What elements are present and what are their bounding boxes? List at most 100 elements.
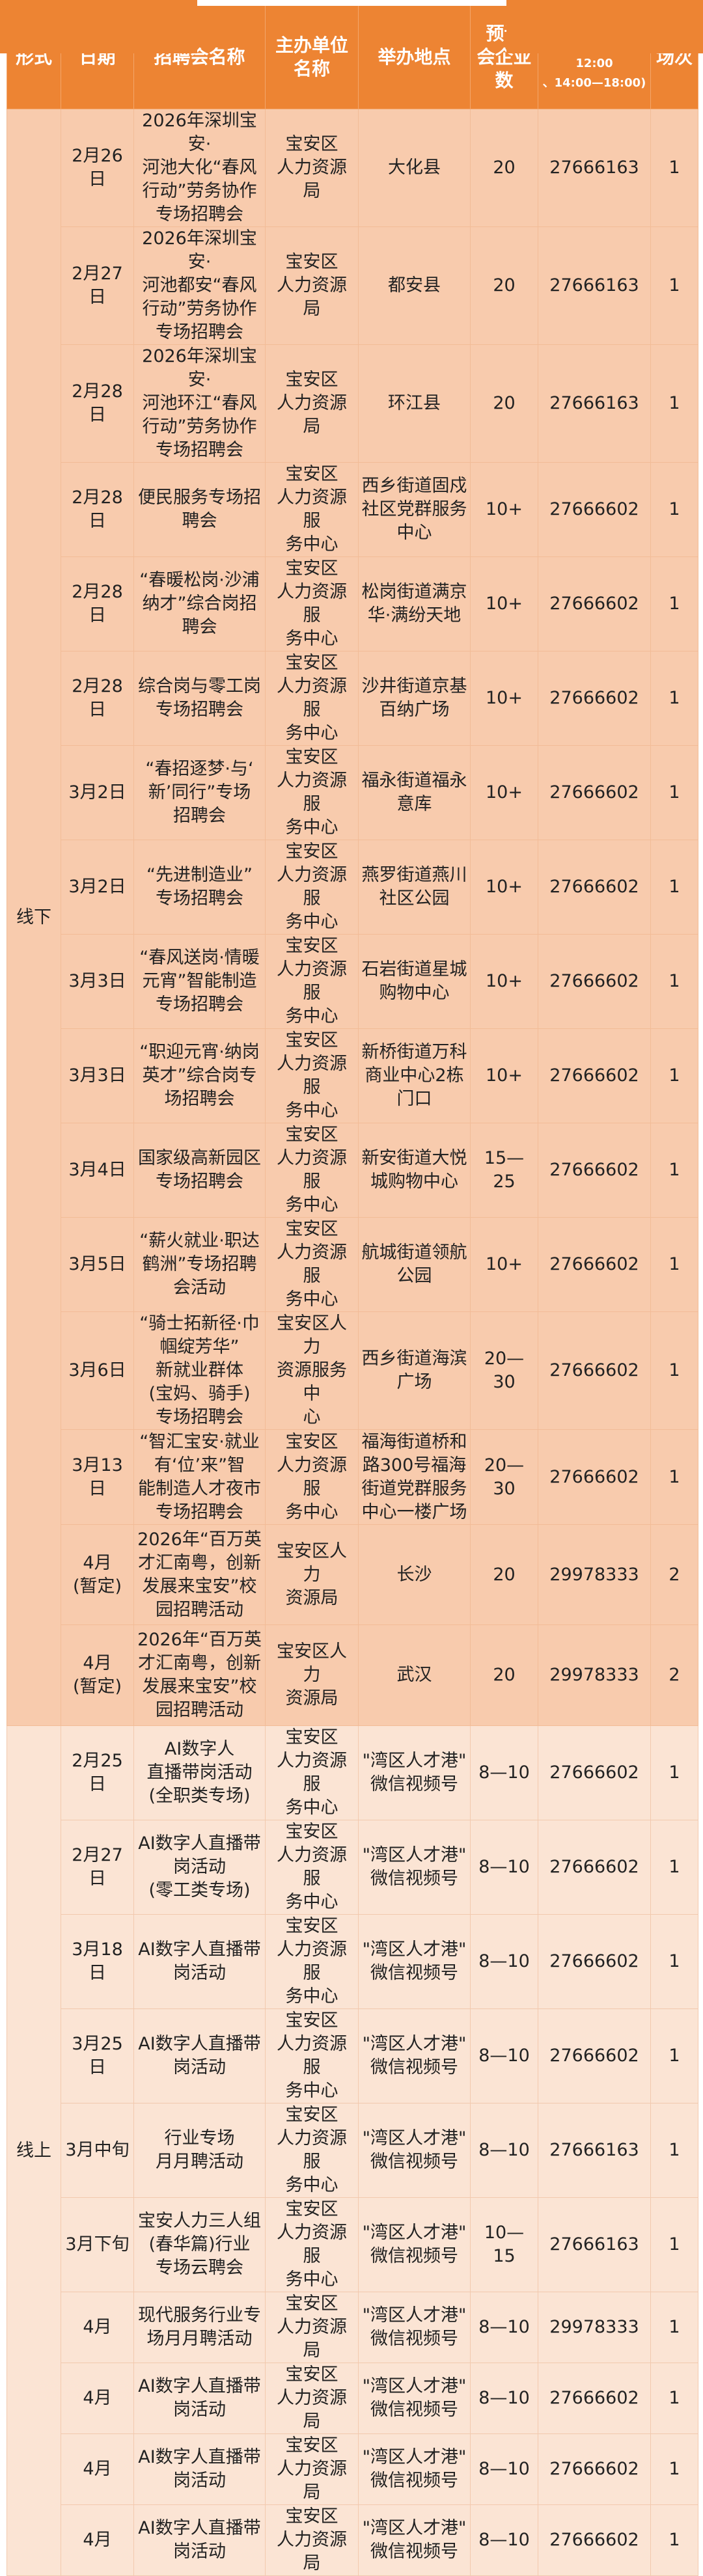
cell-venue: "湾区人才港" 微信视频号 — [358, 1725, 471, 1820]
table-row: 3月中旬 行业专场 月月聘活动 宝安区 人力资源服 务中心 "湾区人才港" 微信视频号… — [7, 2103, 698, 2198]
cell-organizer: 宝安区 人力资源服 务中心 — [265, 1123, 359, 1218]
table-row: 4月 现代服务行业专 场月月聘活动 宝安区 人力资源局 "湾区人才港" 微信视频号 8—… — [7, 2292, 698, 2363]
cell-companies: 8—10 — [470, 1725, 538, 1820]
cell-organizer: 宝安区 人力资源服 务中心 — [265, 1429, 359, 1525]
cell-venue: "湾区人才港" 微信视频号 — [358, 2363, 471, 2434]
cell-companies: 10+ — [470, 745, 538, 840]
cell-name: AI数字人直播带 岗活动 — [133, 2433, 266, 2505]
cell-companies: 10+ — [470, 934, 538, 1029]
cell-organizer: 宝安区人力 资源局 — [265, 1624, 359, 1726]
cell-venue: 松岗街道满京 华·满纷天地 — [358, 556, 471, 651]
cell-date: 4月 (暂定) — [61, 1624, 134, 1726]
cell-sessions: 1 — [650, 2504, 698, 2576]
cell-companies: 8—10 — [470, 1820, 538, 1915]
table-row: 3月5日 “薪火就业·职达 鹤洲”专场招聘 会活动 宝安区 人力资源服 务中心 航城街… — [7, 1217, 698, 1312]
cell-date: 3月6日 — [61, 1311, 134, 1430]
cell-sessions: 1 — [650, 1123, 698, 1218]
cell-organizer: 宝安区 人力资源局 — [265, 2504, 359, 2576]
header-top-strip — [197, 0, 506, 6]
cell-sessions: 1 — [650, 2197, 698, 2292]
cell-companies: 20 — [470, 344, 538, 463]
cell-date: 3月4日 — [61, 1123, 134, 1218]
table-row: 3月3日 “春风送岗·情暖 元宵”智能制造 专场招聘会 宝安区 人力资源服 务中心石… — [7, 934, 698, 1029]
cell-date: 2月28日 — [61, 344, 134, 463]
header-organizer: 主办单位 名称 — [265, 5, 359, 109]
cell-organizer: 宝安区 人力资源服 务中心 — [265, 1725, 359, 1820]
cell-name: “先进制造业” 专场招聘会 — [133, 840, 266, 935]
cell-sessions: 2 — [650, 1524, 698, 1625]
cell-venue: "湾区人才港" 微信视频号 — [358, 2103, 471, 2198]
cell-date: 3月2日 — [61, 745, 134, 840]
cell-companies: 8—10 — [470, 2103, 538, 2198]
cell-venue: 大化县 — [358, 109, 471, 227]
cell-venue: 石岩街道星城 购物中心 — [358, 934, 471, 1029]
format-group-label: 线下 — [7, 109, 61, 1726]
table-row: 3月13日 “智汇宝安·就业 有‘位’来”智 能制造人才夜市 专场招聘会 宝安区 人… — [7, 1429, 698, 1525]
header-venue: 举办地点 — [358, 5, 471, 109]
cell-sessions: 1 — [650, 344, 698, 463]
cell-phone: 27666602 — [538, 2433, 651, 2505]
cell-companies: 8—10 — [470, 2433, 538, 2505]
cell-venue: 都安县 — [358, 226, 471, 345]
cell-companies: 10+ — [470, 556, 538, 651]
cell-date: 2月27日 — [61, 1820, 134, 1915]
cell-organizer: 宝安区 人力资源服 务中心 — [265, 2008, 359, 2103]
cell-phone: 27666602 — [538, 651, 651, 746]
cell-companies: 10+ — [470, 840, 538, 935]
cell-companies: 10+ — [470, 1217, 538, 1312]
cell-organizer: 宝安区 人力资源服 务中心 — [265, 2197, 359, 2292]
cell-name: “春招逐梦·与‘ 新’同行”专场 招聘会 — [133, 745, 266, 840]
cell-sessions: 1 — [650, 1725, 698, 1820]
cell-date: 4月 (暂定) — [61, 1524, 134, 1625]
table-row: 3月下旬 宝安人力三人组 (春华篇)行业 专场云聘会 宝安区 人力资源服 务中心 "湾… — [7, 2197, 698, 2292]
table-row: 3月2日 “春招逐梦·与‘ 新’同行”专场 招聘会 宝安区 人力资源服 务中心 福永街… — [7, 745, 698, 840]
table-row: 线下 2月26日 2026年深圳宝安· 河池大化“春风 行动”劳务协作 专场招聘会宝… — [7, 109, 698, 1726]
cell-name: 宝安人力三人组 (春华篇)行业 专场云聘会 — [133, 2197, 266, 2292]
cell-sessions: 1 — [650, 1914, 698, 2009]
cell-phone: 29978333 — [538, 2292, 651, 2363]
cell-companies: 10+ — [470, 1028, 538, 1123]
cell-organizer: 宝安区 人力资源服 务中心 — [265, 1028, 359, 1123]
cell-phone: 27666602 — [538, 1123, 651, 1218]
format-group-label: 线上 — [7, 1725, 61, 2576]
cell-name: AI数字人直播带 岗活动 — [133, 2363, 266, 2434]
cell-organizer: 宝安区人力 资源服务中 心 — [265, 1311, 359, 1430]
cell-name: 2026年深圳宝安· 河池都安“春风 行动”劳务协作 专场招聘会 — [133, 226, 266, 345]
cell-date: 3月下旬 — [61, 2197, 134, 2292]
table-row: 2月27日 2026年深圳宝安· 河池都安“春风 行动”劳务协作 专场招聘会 宝安区… — [7, 226, 698, 345]
cell-date: 3月25日 — [61, 2008, 134, 2103]
cell-companies: 8—10 — [470, 2504, 538, 2576]
cell-name: “春风送岗·情暖 元宵”智能制造 专场招聘会 — [133, 934, 266, 1029]
cell-organizer: 宝安区人力 资源局 — [265, 1524, 359, 1625]
cell-phone: 27666602 — [538, 2504, 651, 2576]
cell-sessions: 1 — [650, 1429, 698, 1525]
cell-organizer: 宝安区 人力资源服 务中心 — [265, 2103, 359, 2198]
cell-sessions: 1 — [650, 1217, 698, 1312]
cell-name: “春暖松岗·沙浦 纳才”综合岗招 聘会 — [133, 556, 266, 651]
cell-date: 3月13日 — [61, 1429, 134, 1525]
cell-name: AI数字人直播带 岗活动 — [133, 2504, 266, 2576]
cell-date: 3月3日 — [61, 1028, 134, 1123]
cell-sessions: 1 — [650, 745, 698, 840]
cell-sessions: 1 — [650, 556, 698, 651]
table-row: 2月28日 2026年深圳宝安· 河池环江“春风 行动”劳务协作 专场招聘会 宝安区… — [7, 344, 698, 463]
cell-date: 3月18日 — [61, 1914, 134, 2009]
cell-phone: 27666602 — [538, 2363, 651, 2434]
cell-date: 3月2日 — [61, 840, 134, 935]
cell-phone: 27666602 — [538, 745, 651, 840]
cell-companies: 15—25 — [470, 1123, 538, 1218]
cell-phone: 27666602 — [538, 1725, 651, 1820]
cell-organizer: 宝安区 人力资源服 务中心 — [265, 840, 359, 935]
cell-phone: 27666602 — [538, 1217, 651, 1312]
table-row: 3月4日 国家级高新园区 专场招聘会 宝安区 人力资源服 务中心 新安街道大悦 城购物… — [7, 1123, 698, 1218]
cell-sessions: 1 — [650, 2103, 698, 2198]
cell-companies: 20 — [470, 226, 538, 345]
cell-sessions: 1 — [650, 2363, 698, 2434]
cell-date: 4月 — [61, 2292, 134, 2363]
cell-companies: 20—30 — [470, 1429, 538, 1525]
cell-phone: 27666163 — [538, 2103, 651, 2198]
cell-venue: 武汉 — [358, 1624, 471, 1726]
cell-date: 3月3日 — [61, 934, 134, 1029]
cell-organizer: 宝安区 人力资源服 务中心 — [265, 651, 359, 746]
cell-phone: 29978333 — [538, 1624, 651, 1726]
